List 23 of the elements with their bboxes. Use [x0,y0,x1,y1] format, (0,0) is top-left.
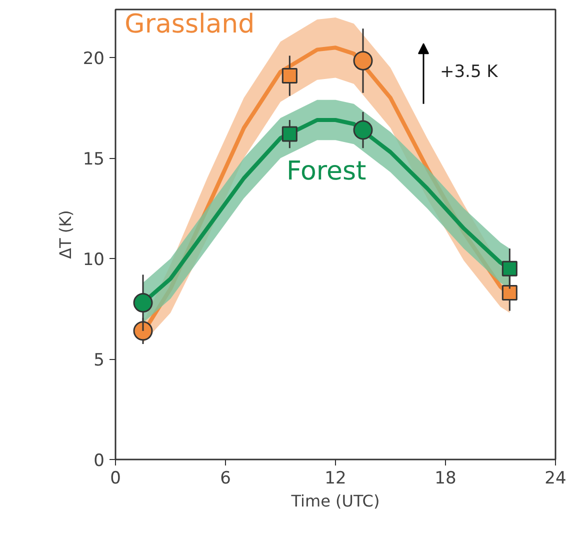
x-tick-label: 24 [544,468,566,488]
x-tick-label: 18 [434,468,456,488]
point [133,321,153,341]
point [133,293,153,313]
annotation: +3.5 K [440,62,499,82]
series-label: Grassland [124,10,255,40]
y-tick-label: 0 [94,451,105,471]
y-tick-label: 15 [82,150,105,170]
x-tick-label: 6 [220,468,231,488]
point [502,260,518,276]
y-tick-label: 10 [82,250,105,270]
point [502,285,518,301]
y-axis-title: ΔT (K) [56,210,75,259]
y-tick-label: 5 [94,350,105,371]
point [282,68,298,84]
x-tick-label: 0 [110,468,121,488]
point [353,50,373,70]
y-tick-label: 20 [82,49,105,70]
x-tick-label: 12 [324,468,346,488]
series-label: Forest [286,156,366,186]
point [353,120,373,140]
x-axis-title: Time (UTC) [290,492,380,510]
point [282,126,298,142]
